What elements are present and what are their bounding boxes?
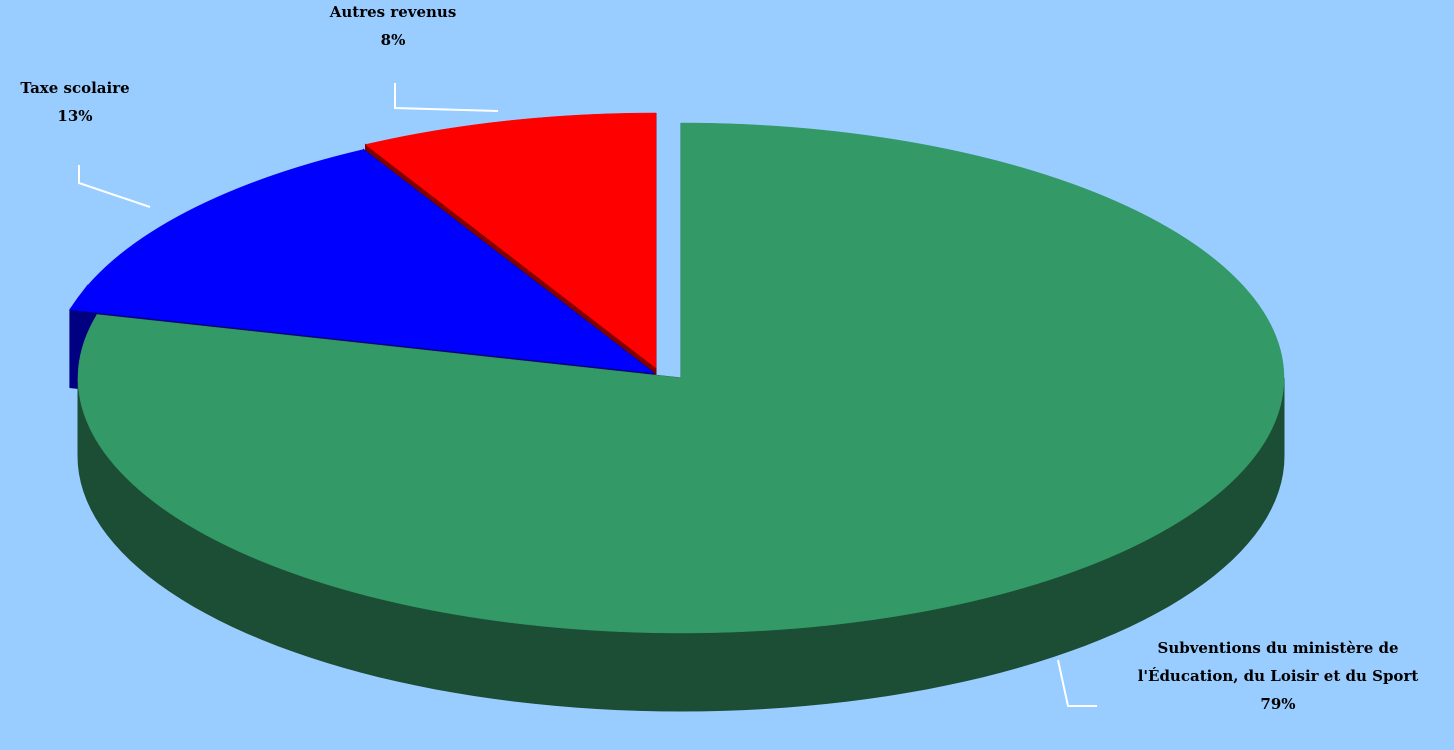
slice-name-label: Autres revenus <box>329 3 457 21</box>
data-label-1: Subventions du ministère de l'Éducation, … <box>1138 639 1419 713</box>
slice-name-label: Subventions du ministère de <box>1157 639 1398 657</box>
leader-line-1 <box>1058 660 1097 706</box>
slice-name-label: l'Éducation, du Loisir et du Sport <box>1138 667 1419 685</box>
data-label-2: Taxe scolaire 13% <box>20 79 129 125</box>
leader-line-2 <box>79 165 150 207</box>
data-label-3: Autres revenus 8% <box>329 3 457 49</box>
slice-percent-label: 79% <box>1260 695 1295 713</box>
slice-percent-label: 8% <box>381 31 406 49</box>
slice-percent-label: 13% <box>57 107 92 125</box>
pie-tops <box>70 113 1284 633</box>
slice-name-label: Taxe scolaire <box>20 79 129 97</box>
leader-line-3 <box>395 83 498 111</box>
